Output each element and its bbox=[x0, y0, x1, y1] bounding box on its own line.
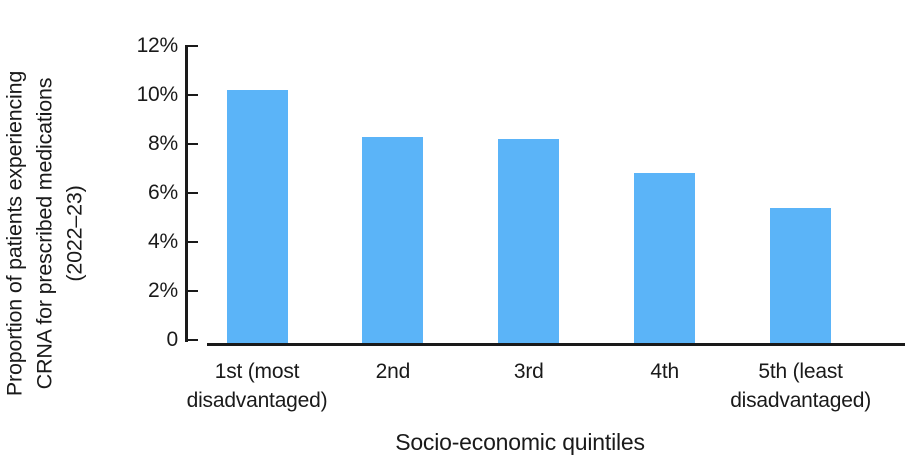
y-axis-tick bbox=[185, 44, 198, 48]
y-tick-label: 8% bbox=[148, 132, 178, 155]
x-axis-title: Socio-economic quintiles bbox=[395, 429, 645, 455]
y-tick-label: 10% bbox=[136, 83, 179, 106]
x-axis-line bbox=[207, 343, 905, 346]
x-category-label: 2nd bbox=[375, 360, 411, 383]
y-tick-label: 0 bbox=[166, 328, 179, 351]
y-axis-tick bbox=[185, 93, 198, 97]
y-tick-label: 4% bbox=[148, 230, 178, 253]
x-category-label: 4th bbox=[650, 360, 679, 383]
bar bbox=[498, 139, 560, 343]
y-tick-label: 6% bbox=[148, 181, 178, 204]
bar bbox=[362, 136, 424, 343]
y-axis-title-line-1: Proportion of patients experiencing bbox=[2, 70, 27, 397]
y-axis-tick bbox=[185, 240, 198, 244]
y-axis-tick bbox=[185, 142, 198, 146]
bar bbox=[226, 90, 288, 343]
y-axis-tick bbox=[185, 191, 198, 195]
bar bbox=[770, 207, 832, 343]
y-axis-title-line-2: CRNA for prescribed medications bbox=[32, 77, 57, 390]
bar bbox=[634, 173, 696, 343]
x-category-label: 3rd bbox=[513, 360, 544, 383]
x-category-label: 5th (least disadvantaged) bbox=[730, 360, 871, 412]
y-axis-title: Proportion of patients experiencing CRNA… bbox=[0, 1, 93, 466]
y-tick-label: 2% bbox=[148, 279, 178, 302]
y-axis-tick bbox=[185, 289, 198, 293]
y-axis-tick bbox=[185, 338, 198, 342]
y-axis-title-line-3: (2022–23) bbox=[62, 185, 87, 282]
y-tick-label: 12% bbox=[136, 34, 179, 57]
x-category-label: 1st (most disadvantaged) bbox=[186, 360, 328, 412]
